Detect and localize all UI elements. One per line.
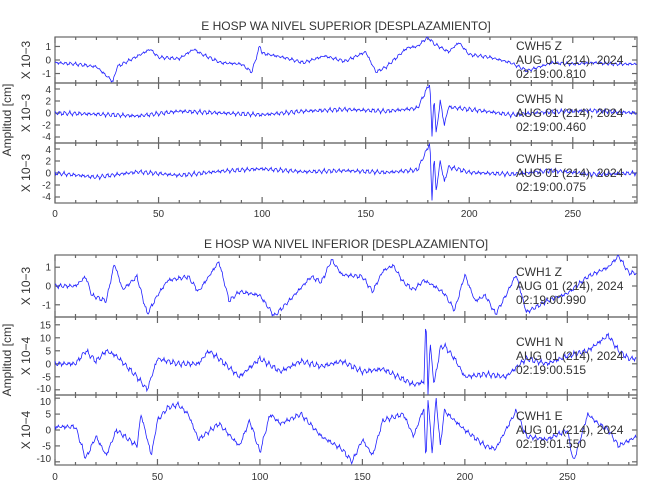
date-label: AUG 01 (214), 2024	[516, 53, 624, 67]
waveform-line	[54, 328, 637, 396]
scale-label: X 10−3	[19, 266, 33, 305]
x-tick-label: 200	[461, 209, 478, 220]
scale-label: X 10−3	[19, 153, 33, 192]
scale-label: X 10−3	[19, 40, 33, 79]
time-label: 02:19:00.515	[516, 363, 586, 377]
y-tick-label: -5	[42, 372, 51, 383]
y-tick-label: -10	[37, 454, 52, 465]
x-tick-label: 0	[52, 209, 58, 220]
y-axis-label: Amplitud [cm]	[0, 84, 14, 157]
station-component-label: CWH5 Z	[516, 39, 562, 53]
date-label: AUG 01 (214), 2024	[516, 279, 624, 293]
chart-block-2: E HOSP WA NIVEL INFERIOR [DESPLAZAMIENTO…	[0, 237, 638, 483]
x-tick-label: 150	[354, 472, 371, 483]
x-tick-label: 250	[564, 209, 581, 220]
y-tick-label: 10	[40, 397, 52, 408]
waveform-line	[54, 36, 637, 83]
chart-title: E HOSP WA NIVEL INFERIOR [DESPLAZAMIENTO…	[204, 237, 488, 251]
station-component-label: CWH5 E	[516, 152, 563, 166]
waveform-line	[54, 142, 637, 201]
station-component-label: CWH5 N	[516, 92, 563, 106]
y-tick-label: 5	[45, 346, 51, 357]
x-tick-label: 50	[153, 209, 165, 220]
station-component-label: CWH1 N	[516, 335, 563, 349]
y-tick-label: 4	[45, 85, 51, 96]
time-label: 02:19:00.460	[516, 120, 586, 134]
chart-block-1: E HOSP WA NIVEL SUPERIOR [DESPLAZAMIENTO…	[0, 19, 638, 220]
x-tick-label: 100	[252, 472, 269, 483]
y-tick-label: 2	[45, 157, 51, 168]
x-tick-label: 0	[52, 472, 58, 483]
y-tick-label: 0	[45, 56, 51, 67]
scale-label: X 10−4	[19, 336, 33, 375]
y-tick-label: 5	[45, 410, 51, 421]
y-tick-label: -2	[42, 121, 51, 132]
time-label: 02:19:00.810	[516, 67, 586, 81]
y-tick-label: 4	[45, 145, 51, 156]
y-tick-label: 1	[45, 42, 51, 53]
scale-label: X 10−3	[19, 93, 33, 132]
date-label: AUG 01 (214), 2024	[516, 349, 624, 363]
y-tick-label: 2	[45, 97, 51, 108]
y-tick-label: -1	[42, 300, 51, 311]
x-tick-label: 150	[357, 209, 374, 220]
y-axis-label: Amplitud [cm]	[0, 324, 14, 397]
x-tick-label: 250	[559, 472, 576, 483]
date-label: AUG 01 (214), 2024	[516, 106, 624, 120]
time-label: 02:19:00.075	[516, 180, 586, 194]
time-label: 02:19:01.550	[516, 437, 586, 451]
y-tick-label: -1	[42, 69, 51, 80]
y-tick-label: -4	[42, 192, 51, 203]
date-label: AUG 01 (214), 2024	[516, 166, 624, 180]
date-label: AUG 01 (214), 2024	[516, 423, 624, 437]
y-tick-label: 1	[45, 263, 51, 274]
station-component-label: CWH1 Z	[516, 265, 562, 279]
waveform-line	[54, 397, 637, 465]
y-tick-label: 0	[45, 169, 51, 180]
y-tick-label: -10	[37, 384, 52, 395]
scale-label: X 10−4	[19, 410, 33, 449]
y-tick-label: -2	[42, 181, 51, 192]
y-tick-label: 10	[40, 333, 52, 344]
y-tick-label: 15	[40, 320, 52, 331]
x-tick-label: 200	[457, 472, 474, 483]
x-tick-label: 100	[254, 209, 271, 220]
station-component-label: CWH1 E	[516, 409, 563, 423]
y-tick-label: 0	[45, 109, 51, 120]
y-tick-label: 0	[45, 282, 51, 293]
waveform-line	[54, 84, 637, 137]
waveform-line	[54, 254, 637, 317]
x-tick-label: 50	[152, 472, 164, 483]
y-tick-label: -5	[42, 441, 51, 452]
time-label: 02:19:00.990	[516, 293, 586, 307]
y-tick-label: -4	[42, 132, 51, 143]
y-tick-label: 0	[45, 359, 51, 370]
chart-title: E HOSP WA NIVEL SUPERIOR [DESPLAZAMIENTO…	[201, 19, 490, 33]
y-tick-label: 0	[45, 426, 51, 437]
